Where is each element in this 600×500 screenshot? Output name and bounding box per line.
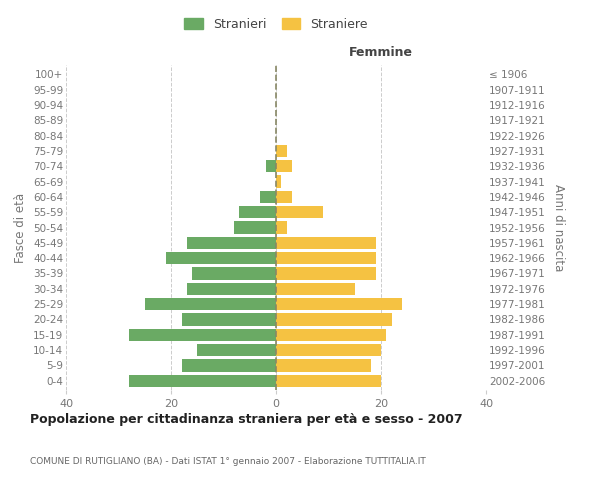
Bar <box>182 314 276 326</box>
Bar <box>145 298 276 310</box>
Bar <box>276 176 281 188</box>
Bar <box>182 360 276 372</box>
Bar <box>129 374 276 387</box>
Bar <box>276 314 392 326</box>
Bar <box>276 252 376 264</box>
Y-axis label: Fasce di età: Fasce di età <box>14 192 28 262</box>
Bar <box>276 360 371 372</box>
Bar <box>265 160 276 172</box>
Text: Popolazione per cittadinanza straniera per età e sesso - 2007: Popolazione per cittadinanza straniera p… <box>30 412 463 426</box>
Bar <box>239 206 276 218</box>
Bar <box>166 252 276 264</box>
Bar <box>276 344 381 356</box>
Bar <box>276 298 402 310</box>
Bar <box>276 328 386 341</box>
Bar <box>260 190 276 203</box>
Bar <box>187 282 276 295</box>
Bar <box>276 144 287 157</box>
Bar <box>276 160 292 172</box>
Bar <box>276 282 355 295</box>
Bar <box>187 236 276 249</box>
Legend: Stranieri, Straniere: Stranieri, Straniere <box>178 11 374 37</box>
Bar <box>234 222 276 234</box>
Y-axis label: Anni di nascita: Anni di nascita <box>552 184 565 271</box>
Bar <box>276 236 376 249</box>
Bar <box>276 206 323 218</box>
Text: Femmine: Femmine <box>349 46 413 59</box>
Bar <box>129 328 276 341</box>
Bar <box>276 190 292 203</box>
Bar <box>276 222 287 234</box>
Bar <box>276 268 376 280</box>
Bar <box>276 374 381 387</box>
Bar <box>192 268 276 280</box>
Text: COMUNE DI RUTIGLIANO (BA) - Dati ISTAT 1° gennaio 2007 - Elaborazione TUTTITALIA: COMUNE DI RUTIGLIANO (BA) - Dati ISTAT 1… <box>30 458 426 466</box>
Bar <box>197 344 276 356</box>
